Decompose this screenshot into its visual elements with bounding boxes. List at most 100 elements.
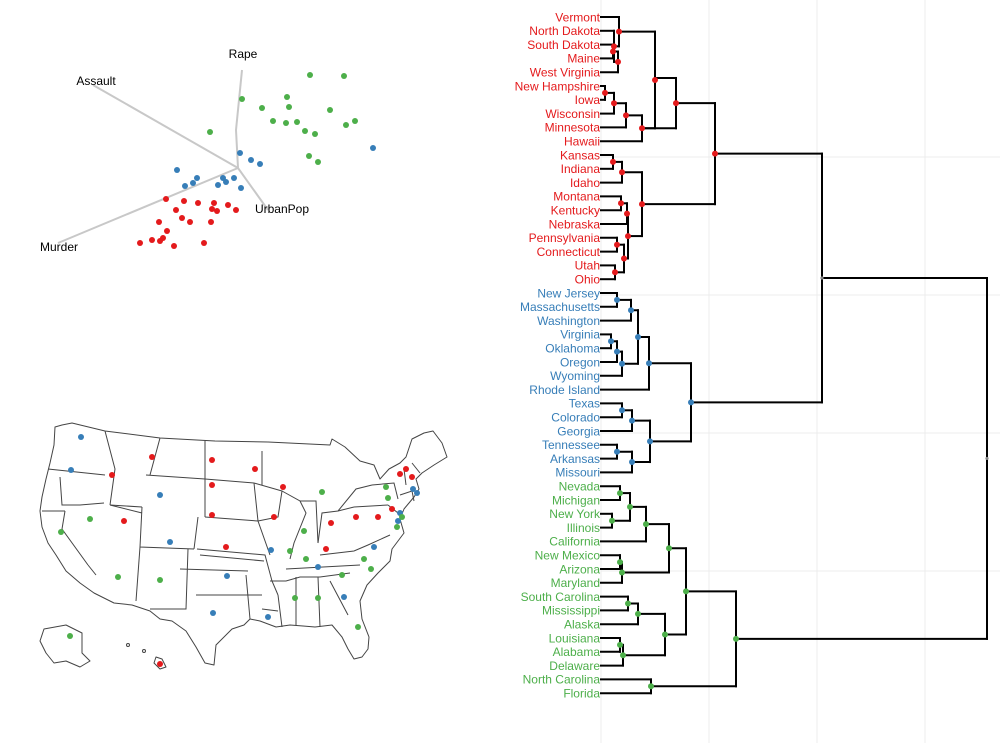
state-border-15 xyxy=(135,546,141,602)
biplot-point-red-5 xyxy=(211,200,217,206)
state-border-4 xyxy=(87,564,97,576)
leaf-label-washington: Washington xyxy=(537,314,600,328)
leaf-label-arizona: Arizona xyxy=(559,562,600,576)
biplot-point-green-14 xyxy=(207,129,213,135)
dendrogram-node-10 xyxy=(610,158,616,165)
leaf-label-wyoming: Wyoming xyxy=(550,369,600,383)
map-point-blue-10 xyxy=(410,486,416,492)
dendrogram-node-48 xyxy=(820,276,824,280)
arrow-murder xyxy=(57,167,239,244)
leaf-label-florida: Florida xyxy=(563,687,600,701)
leaf-label-nevada: Nevada xyxy=(559,480,601,494)
state-border-28 xyxy=(353,504,389,508)
leaf-label-west-virginia: West Virginia xyxy=(530,66,601,80)
biplot-point-green-13 xyxy=(302,128,308,134)
leaf-label-vermont: Vermont xyxy=(555,10,600,24)
hawaii-island xyxy=(126,643,130,647)
leaf-label-hawaii: Hawaii xyxy=(564,135,600,149)
biplot-point-blue-0 xyxy=(370,145,376,151)
dendrogram-node-47 xyxy=(733,635,739,642)
dendrogram-links xyxy=(600,16,988,695)
map-point-red-18 xyxy=(157,661,163,667)
leaf-label-indiana: Indiana xyxy=(561,162,601,176)
dendrogram-node-30 xyxy=(629,459,635,466)
map-point-red-2 xyxy=(252,466,258,472)
map-point-green-2 xyxy=(385,495,391,501)
map-point-red-16 xyxy=(397,471,403,477)
state-boundaries xyxy=(39,422,448,670)
dendrogram-node-23 xyxy=(614,348,620,355)
dendrogram-node-19 xyxy=(712,150,718,157)
state-border-22 xyxy=(281,490,307,560)
arrow-assault xyxy=(92,84,239,169)
biplot-point-blue-12 xyxy=(215,182,221,188)
us-state-map xyxy=(39,422,448,670)
biplot-point-blue-5 xyxy=(194,175,200,181)
biplot-point-green-7 xyxy=(270,118,276,124)
leaf-label-texas: Texas xyxy=(569,397,600,411)
biplot-point-blue-4 xyxy=(174,167,180,173)
biplot-point-blue-11 xyxy=(238,185,244,191)
biplot-point-red-4 xyxy=(179,215,185,221)
state-border-23 xyxy=(300,500,319,544)
biplot-point-green-5 xyxy=(286,104,292,110)
state-border-35 xyxy=(261,608,279,612)
dendrogram-node-7 xyxy=(639,125,645,132)
state-border-5 xyxy=(104,430,116,506)
map-point-red-12 xyxy=(375,514,381,520)
leaf-label-south-dakota: South Dakota xyxy=(527,38,600,52)
map-point-green-1 xyxy=(383,484,389,490)
map-point-blue-1 xyxy=(68,467,74,473)
leaf-label-georgia: Georgia xyxy=(557,424,600,438)
map-point-blue-12 xyxy=(395,518,401,524)
biplot-point-red-12 xyxy=(156,219,162,225)
leaf-label-new-jersey: New Jersey xyxy=(537,286,600,300)
state-border-7 xyxy=(109,504,143,508)
dendrogram-node-32 xyxy=(688,399,694,406)
biplot-point-red-18 xyxy=(171,243,177,249)
map-point-red-11 xyxy=(353,514,359,520)
biplot-point-blue-1 xyxy=(237,150,243,156)
biplot-point-green-11 xyxy=(343,122,349,128)
arrow-label-assault: Assault xyxy=(76,74,116,88)
map-point-red-1 xyxy=(209,457,215,463)
leaf-label-oregon: Oregon xyxy=(560,355,600,369)
dendrogram-node-36 xyxy=(643,521,649,528)
dendrogram-node-25 xyxy=(635,333,641,340)
leaf-label-rhode-island: Rhode Island xyxy=(529,383,600,397)
leaf-label-utah: Utah xyxy=(575,259,600,273)
biplot-point-red-10 xyxy=(187,219,193,225)
map-point-blue-11 xyxy=(414,490,420,496)
map-point-blue-3 xyxy=(167,539,173,545)
map-point-green-0 xyxy=(319,489,325,495)
dendrogram-node-18 xyxy=(639,201,645,208)
state-border-0 xyxy=(47,468,106,476)
map-point-green-14 xyxy=(361,556,367,562)
state-border-38 xyxy=(179,568,249,572)
leaf-label-north-dakota: North Dakota xyxy=(529,24,600,38)
map-point-red-17 xyxy=(323,546,329,552)
map-point-blue-14 xyxy=(265,614,271,620)
pca-biplot: Rape Assault Murder UrbanPop xyxy=(40,47,376,254)
leaf-label-virginia: Virginia xyxy=(560,328,600,342)
biplot-point-red-15 xyxy=(149,237,155,243)
map-point-red-14 xyxy=(403,466,409,472)
dendrogram-nodes xyxy=(602,28,989,690)
map-point-green-15 xyxy=(399,514,405,520)
map-point-green-12 xyxy=(339,572,345,578)
map-point-red-6 xyxy=(121,518,127,524)
leaf-label-new-york: New York xyxy=(549,507,601,521)
arrow-label-murder: Murder xyxy=(40,240,78,254)
state-border-17 xyxy=(196,548,279,596)
biplot-point-red-17 xyxy=(157,238,163,244)
map-point-green-11 xyxy=(315,595,321,601)
dendrogram-node-4 xyxy=(602,89,608,96)
biplot-point-blue-2 xyxy=(248,157,254,163)
state-border-24 xyxy=(317,506,355,544)
dendrogram-node-49 xyxy=(985,456,989,461)
biplot-arrow-labels: Rape Assault Murder UrbanPop xyxy=(40,47,309,254)
map-point-green-5 xyxy=(301,528,307,534)
leaf-label-arkansas: Arkansas xyxy=(550,452,600,466)
biplot-point-green-12 xyxy=(312,131,318,137)
